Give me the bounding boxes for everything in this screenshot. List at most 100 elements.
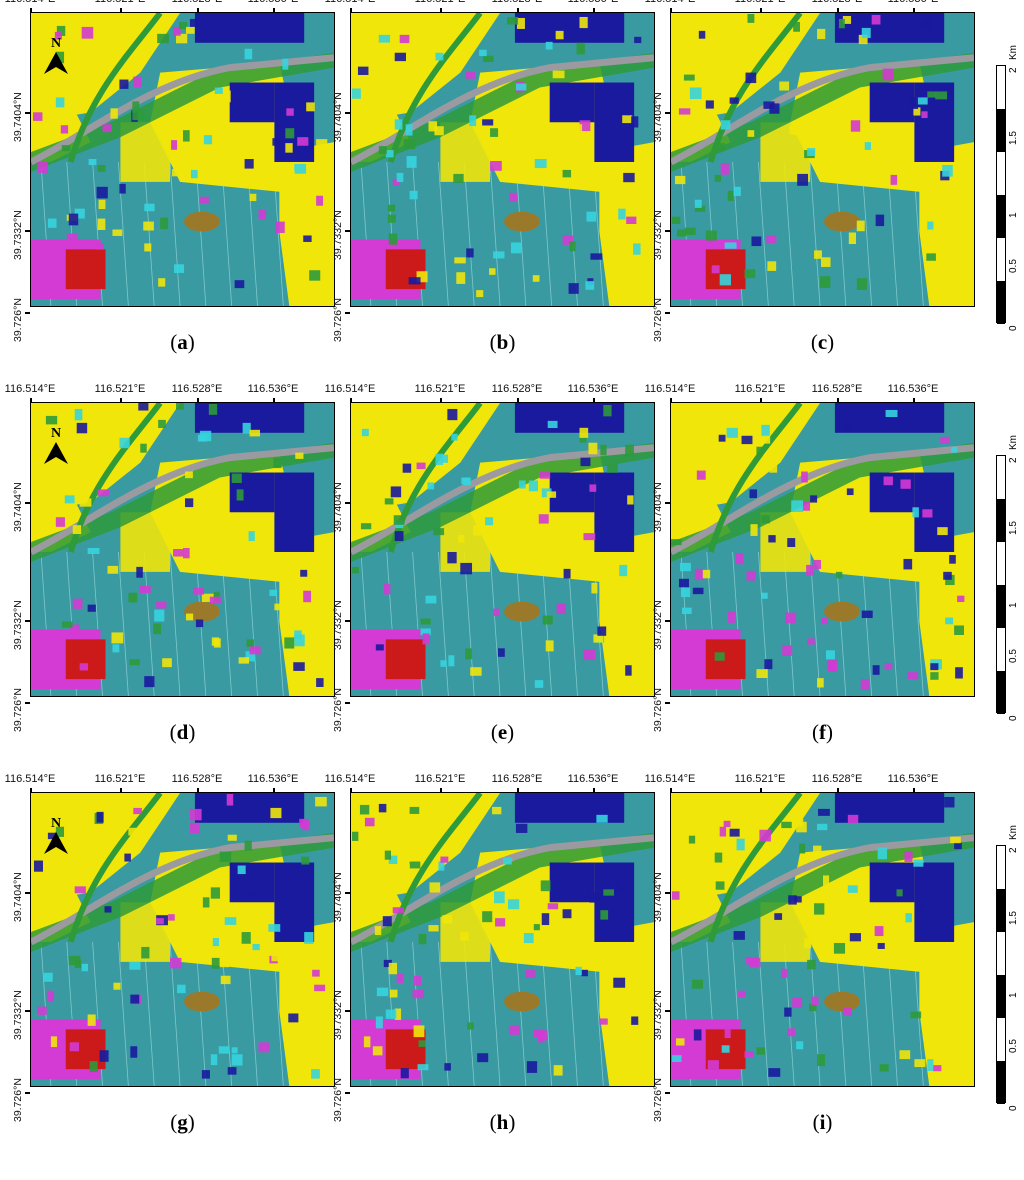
class-patch <box>162 658 172 668</box>
class-patch <box>580 457 591 467</box>
class-patch <box>428 925 439 932</box>
map-raster <box>671 793 974 1086</box>
class-patch <box>877 847 888 860</box>
class-patch <box>796 1041 804 1050</box>
class-patch <box>835 571 843 579</box>
class-patch <box>555 30 564 40</box>
class-patch <box>66 233 79 242</box>
map-raster <box>31 13 334 306</box>
scale-segment <box>997 195 1005 238</box>
class-region <box>919 922 974 1086</box>
class-patch <box>96 243 104 250</box>
class-patch <box>864 142 872 150</box>
latitude-label: 39.726°N <box>652 298 664 342</box>
water-body <box>823 211 860 232</box>
class-patch <box>814 559 821 569</box>
class-patch <box>950 836 961 844</box>
class-patch <box>79 498 92 507</box>
class-patch <box>384 498 394 505</box>
longitude-label: 116.521°E <box>95 0 146 5</box>
class-patch <box>244 159 254 169</box>
class-patch <box>294 634 305 647</box>
class-patch <box>817 823 828 831</box>
class-patch <box>189 822 200 834</box>
field-line <box>489 161 501 306</box>
class-patch <box>591 582 598 594</box>
longitude-tick <box>913 788 915 794</box>
class-patch <box>532 275 540 282</box>
class-patch <box>438 861 445 871</box>
longitude-tick <box>517 788 519 794</box>
class-patch <box>68 955 81 966</box>
scale-tick-label: 2 <box>1008 847 1019 853</box>
class-patch <box>694 205 706 212</box>
class-patch <box>874 926 884 937</box>
class-patch <box>714 174 722 182</box>
class-patch <box>383 583 391 595</box>
class-patch <box>927 221 934 230</box>
class-region <box>31 403 181 513</box>
panel-caption: (d) <box>169 720 196 744</box>
latitude-tick <box>665 892 670 894</box>
class-patch <box>514 13 625 43</box>
class-patch <box>141 946 150 959</box>
class-patch <box>182 130 190 142</box>
class-patch <box>43 972 53 982</box>
class-patch <box>562 169 572 178</box>
map-raster <box>351 403 654 696</box>
latitude-label: 39.7404°N <box>12 872 24 922</box>
class-patch <box>136 566 143 578</box>
north-arrow-icon: N <box>44 36 68 79</box>
class-patch <box>563 568 571 579</box>
class-patch <box>711 265 720 274</box>
class-patch <box>201 1070 210 1079</box>
longitude-tick <box>350 398 352 404</box>
class-patch <box>678 578 689 588</box>
class-patch <box>955 667 963 679</box>
class-patch <box>633 243 641 255</box>
class-patch <box>156 601 167 609</box>
class-patch <box>583 649 596 661</box>
map-raster <box>351 793 654 1086</box>
class-patch <box>133 807 142 815</box>
class-patch <box>284 637 295 649</box>
class-patch <box>273 457 282 469</box>
class-patch <box>388 962 398 975</box>
field-line <box>489 551 501 696</box>
class-patch <box>418 1040 426 1047</box>
class-patch <box>399 864 410 871</box>
class-patch <box>246 639 255 647</box>
class-patch <box>942 164 953 177</box>
class-patch <box>726 427 738 438</box>
class-region <box>31 13 181 123</box>
scale-segment <box>997 846 1005 889</box>
class-patch <box>428 121 438 132</box>
class-patch <box>202 897 210 908</box>
class-patch <box>441 454 449 463</box>
class-patch <box>129 659 140 666</box>
class-patch <box>515 83 527 91</box>
class-region <box>351 793 501 903</box>
class-patch <box>787 538 796 547</box>
class-patch <box>140 443 147 453</box>
class-patch <box>541 913 550 926</box>
longitude-tick <box>120 788 122 794</box>
field-line <box>143 551 155 696</box>
class-patch <box>821 617 828 625</box>
latitude-label: 39.7332°N <box>332 600 344 650</box>
class-patch <box>390 486 402 498</box>
class-patch <box>456 272 466 284</box>
longitude-tick <box>593 788 595 794</box>
class-patch <box>363 1036 371 1048</box>
class-patch <box>258 1042 269 1053</box>
class-patch <box>144 676 155 688</box>
class-patch <box>356 887 369 898</box>
longitude-label: 116.514°E <box>645 0 696 5</box>
class-patch <box>586 211 597 222</box>
class-patch <box>729 828 740 837</box>
class-patch <box>195 619 204 628</box>
class-patch <box>361 428 369 437</box>
class-patch <box>244 840 252 851</box>
class-patch <box>297 137 309 146</box>
latitude-tick <box>345 892 350 894</box>
